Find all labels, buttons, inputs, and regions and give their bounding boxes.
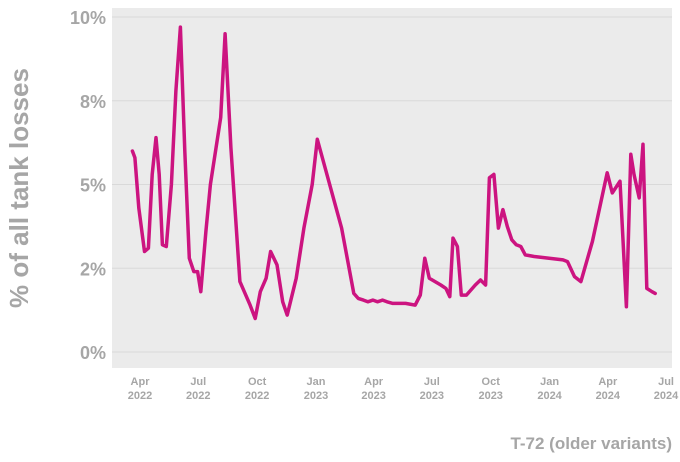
x-tick-year: 2022 xyxy=(245,390,269,402)
y-tick-label: 2% xyxy=(80,259,106,279)
y-axis-title: % of all tank losses xyxy=(4,68,34,308)
x-tick-year: 2023 xyxy=(478,390,502,402)
x-tick-year: 2022 xyxy=(128,390,152,402)
x-tick-year: 2024 xyxy=(596,390,621,402)
x-tick-month: Oct xyxy=(482,376,501,388)
x-tick-month: Jul xyxy=(190,376,206,388)
x-tick-year: 2023 xyxy=(304,390,328,402)
series-line xyxy=(130,25,657,321)
x-tick-month: Jan xyxy=(540,376,559,388)
x-tick-month: Apr xyxy=(364,376,384,388)
x-tick-month: Jul xyxy=(424,376,440,388)
x-tick-month: Oct xyxy=(248,376,267,388)
plot-background xyxy=(112,8,672,368)
x-tick-month: Apr xyxy=(131,376,151,388)
x-axis-title: T-72 (older variants) xyxy=(510,434,672,453)
y-tick-label: 10% xyxy=(70,8,106,28)
x-tick-year: 2023 xyxy=(361,390,385,402)
y-tick-label: 5% xyxy=(80,176,106,196)
y-tick-label: 8% xyxy=(80,92,106,112)
y-axis-ticks: 0% 2% 5% 8% 10% xyxy=(70,8,106,363)
x-tick-year: 2024 xyxy=(654,390,679,402)
x-axis-ticks: Apr 2022 Jul 2022 Oct 2022 Jan 2023 Apr 2023 Jul 20… xyxy=(128,376,679,402)
x-tick-year: 2024 xyxy=(537,390,562,402)
x-tick-year: 2023 xyxy=(420,390,444,402)
gridlines xyxy=(112,16,672,353)
x-tick-year: 2022 xyxy=(186,390,210,402)
x-tick-month: Apr xyxy=(598,376,618,388)
x-tick-month: Jul xyxy=(658,376,674,388)
x-tick-month: Jan xyxy=(307,376,326,388)
y-tick-label: 0% xyxy=(80,343,106,363)
